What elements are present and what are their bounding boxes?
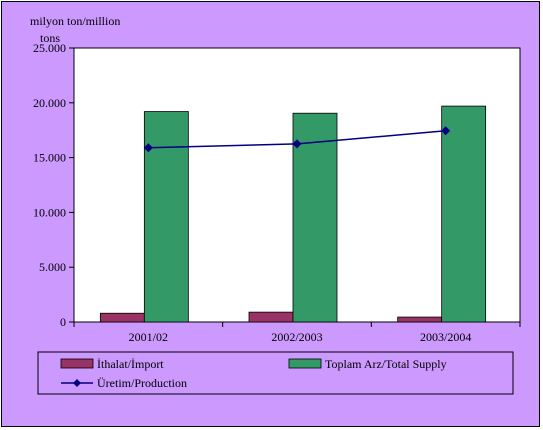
- legend-supply-swatch: [288, 358, 322, 369]
- supply-bar: [292, 112, 338, 323]
- chart-marks: 0 5.000 10.000 15.000 20.000 25.000 2001/02 200…: [33, 41, 521, 344]
- production-marker: [441, 126, 451, 136]
- y-tick-label: 20.000: [33, 96, 66, 110]
- x-tick-label: 2003/2004: [420, 330, 471, 344]
- legend-import-label: İthalat/İmport: [97, 357, 164, 371]
- y-tick-label: 15.000: [33, 151, 66, 165]
- legend-box: [37, 351, 514, 395]
- y-tick-label: 5.000: [39, 260, 66, 274]
- y-axis-title-line-2: tons: [40, 31, 60, 45]
- legend-import-swatch: [60, 358, 94, 369]
- y-axis-title-line-1: milyon ton/million: [30, 14, 120, 28]
- supply-bar: [441, 105, 487, 323]
- supply-bar: [143, 111, 189, 323]
- import-bar: [248, 311, 294, 323]
- legend: İthalat/İmport Toplam Arz/Total Supply Ü…: [37, 351, 514, 395]
- production-marker: [143, 143, 153, 153]
- legend-production-marker: [73, 379, 81, 387]
- x-tick-label: 2002/2003: [271, 330, 322, 344]
- y-tick-label: 10.000: [33, 205, 66, 219]
- legend-supply-label: Toplam Arz/Total Supply: [325, 357, 447, 371]
- legend-production-label: Üretim/Production: [97, 376, 187, 390]
- x-tick-label: 2001/02: [129, 330, 168, 344]
- production-marker: [292, 139, 302, 149]
- y-tick-label: 0: [60, 315, 66, 329]
- import-bar: [397, 316, 443, 323]
- import-bar: [99, 312, 145, 323]
- y-tick-label: 25.000: [33, 41, 66, 55]
